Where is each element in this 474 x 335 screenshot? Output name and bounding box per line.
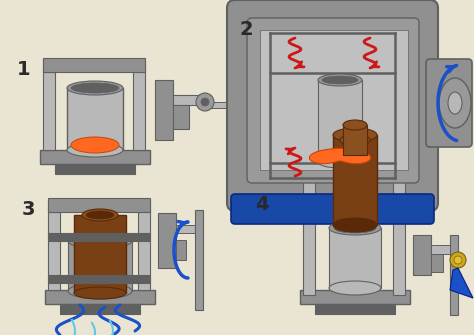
Bar [303, 180, 315, 295]
Bar [195, 210, 203, 310]
Bar [138, 210, 150, 290]
Ellipse shape [333, 218, 377, 232]
Bar [48, 198, 150, 212]
Ellipse shape [68, 283, 132, 299]
Ellipse shape [329, 221, 381, 235]
Ellipse shape [196, 93, 214, 111]
Bar [173, 105, 189, 129]
Bar [48, 233, 150, 241]
Ellipse shape [343, 120, 367, 130]
Ellipse shape [67, 81, 123, 95]
Bar [329, 228, 381, 288]
Ellipse shape [333, 128, 377, 142]
Bar [55, 164, 135, 174]
FancyBboxPatch shape [231, 194, 434, 224]
Bar [74, 215, 126, 293]
Bar [176, 225, 196, 233]
Ellipse shape [74, 287, 126, 299]
Bar [60, 304, 140, 314]
Polygon shape [310, 148, 371, 164]
Text: 1: 1 [17, 60, 31, 79]
Ellipse shape [439, 78, 471, 128]
Bar [133, 70, 145, 150]
Bar [43, 58, 145, 72]
Ellipse shape [67, 143, 123, 157]
Ellipse shape [450, 252, 466, 268]
Bar [67, 88, 123, 150]
FancyBboxPatch shape [426, 59, 472, 147]
Bar [431, 254, 443, 272]
Ellipse shape [454, 256, 462, 264]
Bar [138, 200, 150, 212]
Ellipse shape [318, 156, 362, 168]
Text: 3: 3 [22, 200, 36, 219]
Ellipse shape [82, 209, 118, 221]
Ellipse shape [448, 92, 462, 114]
Ellipse shape [71, 83, 119, 93]
Bar [343, 125, 367, 155]
Ellipse shape [340, 134, 370, 146]
Ellipse shape [86, 211, 114, 219]
Bar [48, 210, 60, 290]
Ellipse shape [318, 74, 362, 86]
Bar [68, 241, 132, 291]
Bar [158, 213, 176, 268]
Bar [303, 168, 315, 182]
Text: 2: 2 [240, 20, 254, 39]
Bar [303, 166, 405, 180]
Ellipse shape [334, 223, 376, 233]
Bar [176, 240, 186, 260]
Text: 4: 4 [255, 195, 269, 214]
FancyBboxPatch shape [227, 0, 438, 211]
Bar [393, 180, 405, 295]
Bar [48, 275, 150, 283]
Bar [205, 102, 235, 108]
Polygon shape [450, 268, 473, 298]
Bar [40, 150, 150, 164]
Bar [155, 80, 173, 140]
Bar [48, 200, 60, 212]
FancyBboxPatch shape [247, 18, 419, 183]
Ellipse shape [322, 76, 358, 84]
Bar [173, 95, 203, 105]
Bar [300, 290, 410, 304]
Bar [260, 30, 408, 170]
Bar [413, 235, 431, 275]
Bar [45, 290, 155, 304]
Ellipse shape [71, 137, 119, 153]
Ellipse shape [68, 233, 132, 249]
Bar [393, 168, 405, 182]
Bar [315, 304, 395, 314]
Bar [43, 60, 55, 72]
Bar [333, 135, 377, 225]
Ellipse shape [201, 98, 209, 106]
Bar [133, 60, 145, 72]
Ellipse shape [329, 281, 381, 295]
Bar [450, 235, 458, 315]
Bar [431, 245, 456, 254]
Bar [43, 70, 55, 150]
Bar [318, 80, 362, 162]
